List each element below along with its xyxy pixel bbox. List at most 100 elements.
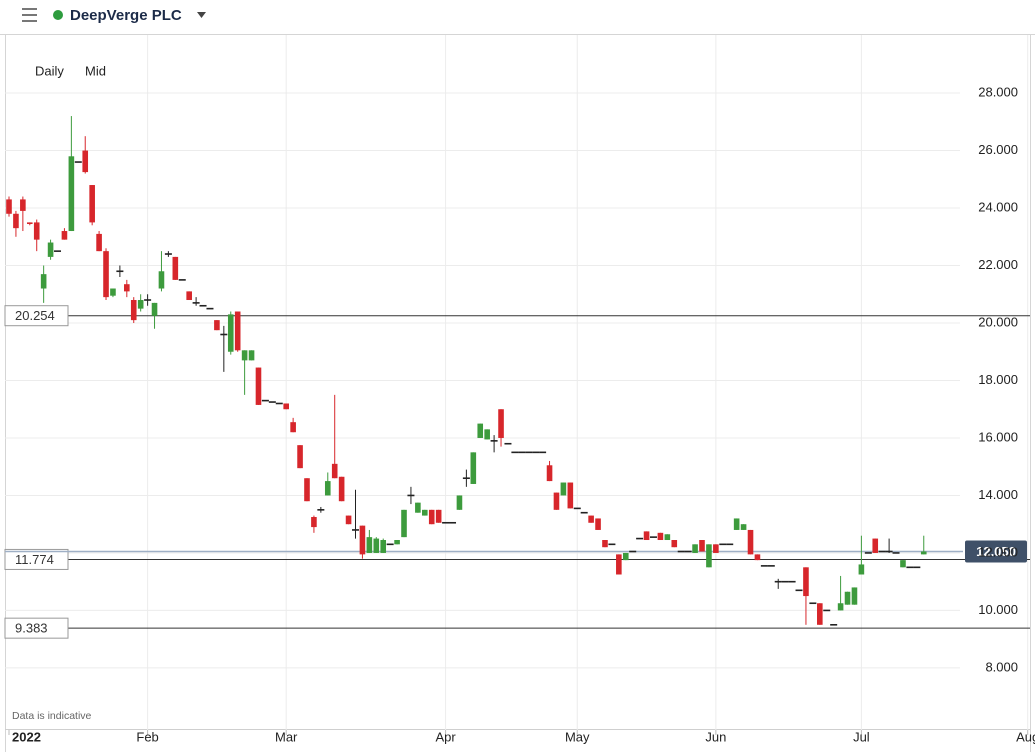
- candle-body: [422, 509, 428, 516]
- candle-body: [629, 550, 637, 553]
- candle-body: [602, 540, 608, 548]
- y-tick-label: 22.000: [978, 257, 1018, 272]
- candle-body: [733, 518, 740, 530]
- candle-body: [394, 540, 400, 545]
- price-line-label-box: [4, 548, 69, 570]
- candle-body: [20, 199, 26, 211]
- candle-body: [268, 401, 276, 403]
- candle-body: [47, 242, 54, 257]
- candle-body: [817, 603, 823, 625]
- candle-body: [844, 591, 851, 605]
- candle-body: [345, 515, 352, 525]
- candle-body: [490, 440, 498, 442]
- y-tick-label: 12.000: [978, 544, 1018, 559]
- candle-body: [567, 482, 574, 509]
- candle-body: [906, 566, 914, 569]
- candle-body: [477, 423, 484, 438]
- candle-body: [172, 256, 179, 280]
- candle-body: [781, 580, 789, 583]
- candle-body: [234, 311, 241, 351]
- candle-body: [767, 565, 775, 567]
- y-tick-label: 28.000: [978, 84, 1018, 99]
- x-tick-label: 2022: [12, 729, 41, 744]
- candle-body: [580, 511, 588, 514]
- candle-body: [456, 495, 463, 510]
- instrument-title[interactable]: DeepVerge PLC: [70, 7, 182, 24]
- candles: [6, 116, 927, 626]
- candle-body: [192, 302, 200, 304]
- price-line-label-box: [4, 305, 69, 327]
- candle-body: [206, 307, 214, 310]
- candle-body: [573, 507, 581, 510]
- x-tick-label: Jun: [705, 729, 726, 744]
- candle-body: [103, 251, 109, 298]
- candle-body: [872, 538, 879, 553]
- candle-body: [407, 494, 415, 497]
- x-tick-label: Aug: [1016, 729, 1035, 744]
- candle-body: [359, 525, 366, 555]
- candle-body: [366, 537, 373, 553]
- candle-body: [636, 537, 644, 540]
- x-tick-label: Feb: [136, 729, 158, 744]
- candle-body: [671, 540, 678, 548]
- candle-body: [13, 213, 19, 229]
- candle-body: [809, 602, 817, 605]
- candle-body: [470, 452, 477, 484]
- candle-body: [837, 603, 844, 611]
- y-tick-label: 26.000: [978, 142, 1018, 157]
- candle-body: [754, 554, 761, 561]
- y-tick-label: 20.000: [978, 314, 1018, 329]
- candle-body: [546, 465, 553, 482]
- candle-body: [124, 284, 130, 292]
- x-tick-label: May: [565, 729, 590, 744]
- candle-body: [740, 524, 747, 530]
- candle-body: [311, 517, 317, 528]
- candle-body: [885, 550, 893, 553]
- candle-body: [643, 531, 650, 541]
- candle-body: [684, 550, 692, 553]
- dropdown-arrow[interactable]: [197, 12, 206, 18]
- candle-body: [255, 367, 262, 405]
- candle-body: [900, 560, 906, 568]
- candle-body: [747, 529, 754, 555]
- candle-body: [68, 156, 75, 232]
- candle-body: [657, 532, 664, 541]
- y-tick-label: 14.000: [978, 487, 1018, 502]
- candle-body: [110, 288, 116, 296]
- candle-body: [428, 509, 435, 525]
- price-line-label: 9.383: [15, 621, 48, 636]
- candle-body: [283, 403, 289, 410]
- candle-body: [774, 580, 782, 583]
- candle-body: [33, 222, 40, 240]
- candle-body: [649, 536, 657, 538]
- grid: [5, 35, 1029, 735]
- candle-body: [178, 279, 186, 281]
- candle-body: [788, 580, 796, 583]
- candle-body: [248, 350, 255, 361]
- candle-body: [553, 492, 560, 510]
- price-lines: 20.254 11.774 9.383 12.050: [4, 305, 1030, 639]
- candle-body: [498, 409, 504, 438]
- candle-body: [511, 451, 519, 454]
- candle-body: [74, 161, 82, 163]
- candle-body: [504, 442, 512, 445]
- candle-body: [823, 609, 831, 612]
- interval-button[interactable]: Daily: [35, 63, 64, 78]
- candle-body: [713, 544, 719, 553]
- candle-body: [588, 515, 594, 523]
- candle-body: [199, 304, 207, 307]
- candle-body: [677, 550, 685, 553]
- last-price-label: 12.050: [976, 544, 1016, 559]
- candle-body: [726, 543, 734, 546]
- candle-body: [214, 320, 220, 331]
- candle-body: [920, 551, 927, 555]
- candle-body: [116, 270, 124, 273]
- price-type-button[interactable]: Mid: [85, 63, 106, 78]
- candle-body: [699, 540, 705, 552]
- y-tick-label: 8.000: [985, 659, 1018, 674]
- y-tick-label: 16.000: [978, 429, 1018, 444]
- price-line-label: 20.254: [15, 308, 55, 323]
- menu-button[interactable]: [22, 8, 37, 22]
